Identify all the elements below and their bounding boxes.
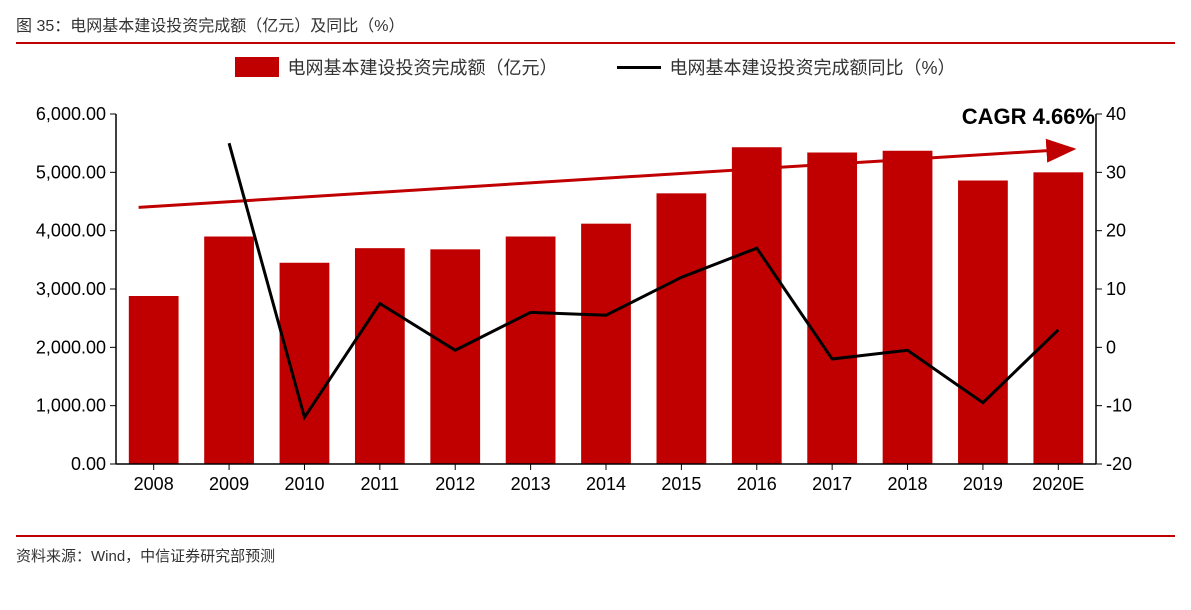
svg-text:2018: 2018 <box>888 474 928 494</box>
legend-bar-swatch <box>235 57 279 77</box>
svg-text:-10: -10 <box>1106 396 1132 416</box>
svg-text:2015: 2015 <box>661 474 701 494</box>
svg-text:-20: -20 <box>1106 454 1132 474</box>
legend: 电网基本建设投资完成额（亿元） 电网基本建设投资完成额同比（%） <box>16 54 1175 80</box>
legend-item-line: 电网基本建设投资完成额同比（%） <box>617 54 955 80</box>
svg-text:2019: 2019 <box>963 474 1003 494</box>
chart-container: 电网基本建设投资完成额（亿元） 电网基本建设投资完成额同比（%） CAGR 4.… <box>16 54 1175 537</box>
svg-text:4,000.00: 4,000.00 <box>36 221 106 241</box>
svg-text:2011: 2011 <box>360 474 399 494</box>
svg-text:0: 0 <box>1106 337 1116 357</box>
legend-bar-label: 电网基本建设投资完成额（亿元） <box>287 54 557 80</box>
svg-text:2016: 2016 <box>737 474 777 494</box>
svg-text:2009: 2009 <box>209 474 249 494</box>
svg-text:40: 40 <box>1106 104 1126 124</box>
source-line: 资料来源：Wind，中信证券研究部预测 <box>16 537 1175 566</box>
svg-text:2,000.00: 2,000.00 <box>36 337 106 357</box>
legend-item-bar: 电网基本建设投资完成额（亿元） <box>235 54 557 80</box>
svg-text:2017: 2017 <box>812 474 852 494</box>
svg-text:2012: 2012 <box>435 474 475 494</box>
svg-text:1,000.00: 1,000.00 <box>36 396 106 416</box>
legend-line-swatch <box>617 66 661 69</box>
figure-title: 图 35：电网基本建设投资完成额（亿元）及同比（%） <box>16 12 1175 44</box>
svg-text:20: 20 <box>1106 221 1126 241</box>
svg-text:10: 10 <box>1106 279 1126 299</box>
svg-text:2014: 2014 <box>586 474 626 494</box>
svg-text:2010: 2010 <box>284 474 324 494</box>
cagr-annotation: CAGR 4.66% <box>962 104 1095 130</box>
combo-chart: 0.00 1,000.00 2,000.00 3,000.00 4,000.00 5,00… <box>16 84 1156 524</box>
legend-line-label: 电网基本建设投资完成额同比（%） <box>669 54 955 80</box>
svg-text:2020E: 2020E <box>1032 474 1084 494</box>
svg-text:6,000.00: 6,000.00 <box>36 104 106 124</box>
svg-text:3,000.00: 3,000.00 <box>36 279 106 299</box>
svg-text:2008: 2008 <box>134 474 174 494</box>
svg-text:30: 30 <box>1106 162 1126 182</box>
svg-text:2013: 2013 <box>511 474 551 494</box>
svg-text:0.00: 0.00 <box>71 454 106 474</box>
svg-text:5,000.00: 5,000.00 <box>36 162 106 182</box>
